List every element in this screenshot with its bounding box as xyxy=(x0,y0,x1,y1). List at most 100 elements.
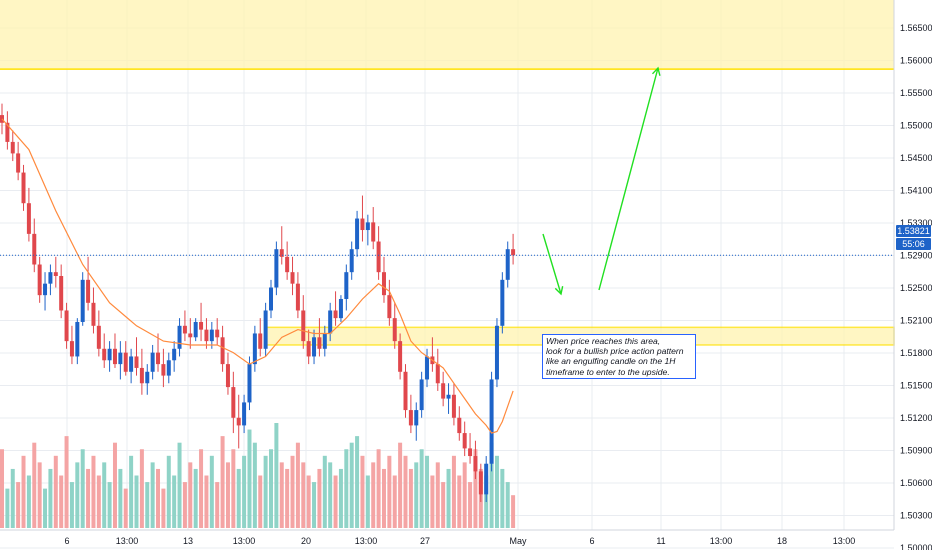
annotation-line: When price reaches this area, xyxy=(546,336,661,346)
candle-body xyxy=(75,321,80,357)
candle xyxy=(86,256,91,311)
candle-body xyxy=(279,249,284,257)
volume-bar xyxy=(225,462,230,528)
last-price-badge: 1.53821 xyxy=(896,225,931,237)
volume-bar xyxy=(134,475,139,528)
price-tick-label: 1.51800 xyxy=(900,348,932,358)
candle-body xyxy=(478,471,483,495)
candle xyxy=(129,348,134,384)
volume-bar xyxy=(365,475,370,528)
annotation-note: When price reaches this area, look for a… xyxy=(542,334,696,379)
candle-body xyxy=(328,310,333,334)
volume-bar xyxy=(182,482,187,528)
time-tick-label: 27 xyxy=(420,536,430,546)
candle xyxy=(107,341,112,372)
candle xyxy=(392,302,397,349)
price-tick-label: 1.53300 xyxy=(900,218,932,228)
candle xyxy=(263,302,268,357)
volume-bar xyxy=(435,462,440,528)
time-axis[interactable]: 6 13:00 13 13:00 20 13:00 27 May 6 11 13:00 18 13:00 xyxy=(0,529,894,546)
annotation-line: timeframe to enter to the upside. xyxy=(546,366,670,377)
candle-body xyxy=(376,241,381,273)
volume-bar xyxy=(414,462,419,528)
candle xyxy=(43,272,48,311)
volume-bar xyxy=(43,488,48,528)
candle-body xyxy=(274,249,279,288)
candle xyxy=(123,341,128,376)
candle-body xyxy=(306,341,311,357)
candle xyxy=(279,226,284,265)
volume-bar xyxy=(102,462,107,528)
price-tick-label: 1.51500 xyxy=(900,381,932,391)
candle-body xyxy=(511,249,516,256)
candle xyxy=(102,333,107,368)
candle-body xyxy=(177,325,182,349)
up-arrow xyxy=(598,66,661,291)
volume-bar xyxy=(86,468,91,528)
candle-body xyxy=(242,402,247,426)
candle-body xyxy=(505,249,510,280)
candle xyxy=(505,241,510,288)
candle-body xyxy=(435,364,440,384)
grid-lines xyxy=(0,0,894,549)
time-tick-label: 13:00 xyxy=(710,536,733,546)
candle xyxy=(338,295,343,322)
candle-body xyxy=(134,356,139,368)
candle-body xyxy=(161,364,166,376)
annotation-line: like an engulfing candle on the 1H xyxy=(546,356,676,367)
volume-bar xyxy=(236,468,241,528)
candle-body xyxy=(338,298,343,319)
candle-body xyxy=(150,352,155,372)
volume-bar xyxy=(118,468,123,528)
candle-body xyxy=(489,379,494,464)
annotation-line: look for a bullish price action pattern xyxy=(546,346,684,357)
price-tick-label: 1.54500 xyxy=(900,153,932,163)
price-tick-label: 1.50900 xyxy=(900,446,932,456)
volume-bar xyxy=(392,475,397,528)
candle xyxy=(446,383,451,414)
volume-bar xyxy=(204,475,209,528)
volume-bar xyxy=(26,475,31,528)
volume-bar xyxy=(166,455,171,528)
candle-body xyxy=(247,364,252,403)
price-tick-label: 1.54100 xyxy=(900,186,932,196)
candle xyxy=(425,348,430,388)
candle-body xyxy=(225,364,230,388)
candle-body xyxy=(355,218,360,250)
candle-body xyxy=(457,417,462,434)
candle xyxy=(269,279,273,319)
volume-bar xyxy=(317,468,322,528)
candle xyxy=(435,348,440,391)
volume-bar xyxy=(150,462,155,528)
price-tick-label: 1.56000 xyxy=(900,56,932,66)
candle xyxy=(301,295,306,349)
candle xyxy=(225,352,230,395)
candle xyxy=(322,325,327,357)
candle-body xyxy=(220,337,225,365)
projection-arrows xyxy=(542,66,661,296)
down-arrow xyxy=(542,233,564,296)
candle xyxy=(360,195,365,242)
time-tick-label: 20 xyxy=(301,536,311,546)
volume-bar xyxy=(349,442,354,528)
candle-body xyxy=(494,325,499,380)
volume-bar xyxy=(59,475,64,528)
price-tick-label: 1.52100 xyxy=(900,316,932,326)
price-tick-label: 1.55000 xyxy=(900,121,932,131)
volume-bar xyxy=(322,455,327,528)
price-axis[interactable]: 1.56500 1.56000 1.55500 1.55000 1.54500 1.541… xyxy=(893,0,932,550)
candle xyxy=(333,291,338,326)
volume-bar xyxy=(209,455,214,528)
time-tick-label: May xyxy=(509,536,527,546)
time-tick-label: 18 xyxy=(777,536,787,546)
candle-body xyxy=(32,233,37,265)
candle xyxy=(215,318,220,345)
candle xyxy=(112,333,117,368)
candle xyxy=(166,352,171,384)
volume-bar xyxy=(123,488,128,528)
candle xyxy=(150,344,155,380)
candle xyxy=(145,364,150,395)
candle xyxy=(419,371,424,418)
candle-body xyxy=(43,283,48,296)
candle xyxy=(312,329,317,365)
